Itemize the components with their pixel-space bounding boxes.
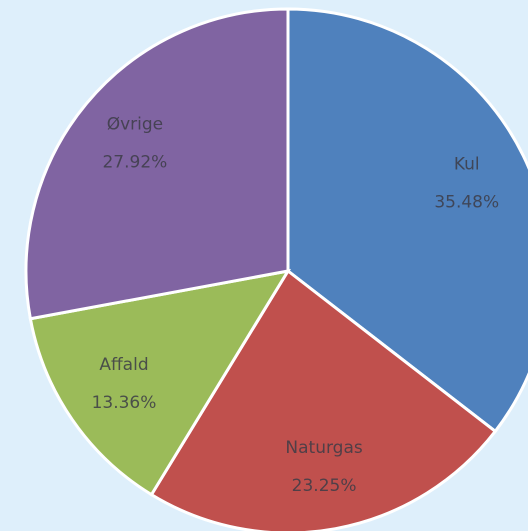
slice-label: Øvrige [107, 115, 163, 135]
slice-value: 35.48% [434, 192, 499, 212]
pie-slice [28, 268, 292, 497]
slice-label: Naturgas [285, 438, 362, 458]
pie-slice [24, 7, 290, 321]
slice-value: 27.92% [102, 153, 167, 173]
slice-value: 23.25% [292, 476, 357, 496]
slice-label: Affald [99, 355, 148, 375]
pie-slice [149, 268, 498, 531]
slice-value: 13.36% [92, 393, 157, 413]
pie-slice [286, 7, 528, 434]
slice-label: Kul [454, 154, 480, 174]
